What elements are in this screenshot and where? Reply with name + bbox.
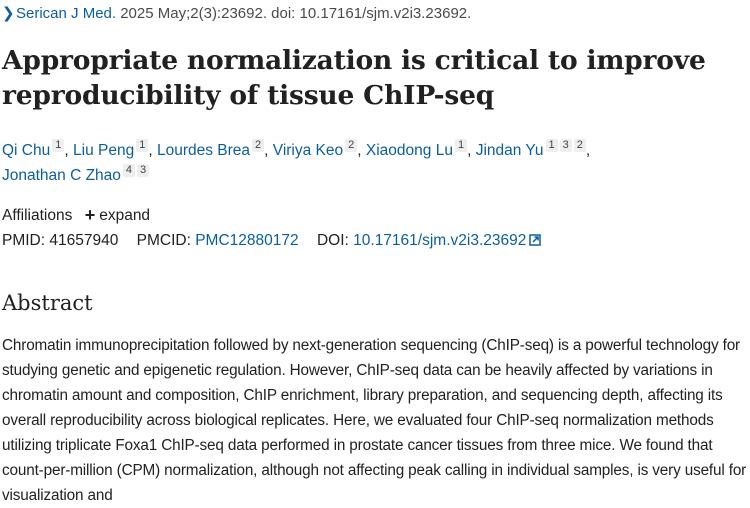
external-link-icon [529, 234, 542, 246]
pmcid-link[interactable]: PMC12880172 [195, 232, 299, 249]
affiliation-badge[interactable]: 1 [52, 139, 65, 152]
identifiers-row: PMID: 41657940 PMCID: PMC12880172 DOI: 1… [2, 232, 542, 250]
author-item: Jonathan C Zhao 4 3 [2, 164, 150, 184]
affiliation-badge[interactable]: 3 [559, 139, 572, 152]
author-list: Qi Chu 1, Liu Peng 1, Lourdes Brea 2, Viriy… [2, 139, 591, 184]
doi-label: DOI: [316, 232, 349, 249]
author-item: Lourdes Brea 2 [156, 139, 265, 159]
affiliation-badge[interactable]: 1 [136, 139, 149, 152]
plus-icon: + [84, 205, 96, 225]
citation-details: 2025 May;2(3):23692. doi: 10.17161/sjm.v… [120, 5, 472, 22]
author-item: Xiaodong Lu 1 [365, 139, 468, 159]
abstract-heading: Abstract [2, 291, 93, 315]
affiliation-badge[interactable]: 2 [573, 139, 586, 152]
author-link[interactable]: Viriya Keo [272, 142, 344, 159]
pmcid-label: PMCID: [136, 232, 191, 249]
affiliations-row: Affiliations + expand [2, 204, 150, 225]
affiliation-badge[interactable]: 1 [545, 139, 558, 152]
doi-value: 10.17161/sjm.v2i3.23692 [353, 232, 527, 249]
affiliations-label: Affiliations [2, 207, 73, 224]
citation-line: ❯Serican J Med. 2025 May;2(3):23692. doi… [2, 4, 471, 22]
author-link[interactable]: Liu Peng [73, 142, 135, 159]
doi-link[interactable]: 10.17161/sjm.v2i3.23692 [353, 232, 542, 249]
author-link[interactable]: Jindan Yu [475, 142, 544, 159]
abstract-text: Chromatin immunoprecipitation followed b… [2, 337, 747, 504]
author-link[interactable]: Qi Chu [2, 142, 51, 159]
journal-link[interactable]: Serican J Med. [16, 5, 117, 22]
author-link[interactable]: Jonathan C Zhao [2, 167, 121, 184]
pmid-value: 41657940 [49, 232, 119, 249]
pmid-label: PMID: [2, 232, 46, 249]
chevron-right-icon[interactable]: ❯ [2, 5, 15, 22]
expand-label: expand [99, 207, 151, 224]
affiliation-badge[interactable]: 4 [122, 164, 136, 177]
author-link[interactable]: Lourdes Brea [156, 142, 251, 159]
author-link[interactable]: Xiaodong Lu [365, 142, 453, 159]
author-item: Qi Chu 1 [2, 139, 65, 159]
author-item: Jindan Yu 1 3 2 [475, 139, 586, 159]
affiliation-badge[interactable]: 3 [137, 164, 150, 177]
author-item: Liu Peng 1 [73, 139, 149, 159]
article-title: Appropriate normalization is critical to… [2, 45, 706, 111]
expand-affiliations-button[interactable]: + expand [84, 205, 151, 225]
author-item: Viriya Keo 2 [272, 139, 358, 159]
affiliation-badge[interactable]: 1 [454, 139, 468, 152]
affiliation-badge[interactable]: 2 [345, 139, 358, 152]
affiliation-badge[interactable]: 2 [252, 139, 265, 152]
